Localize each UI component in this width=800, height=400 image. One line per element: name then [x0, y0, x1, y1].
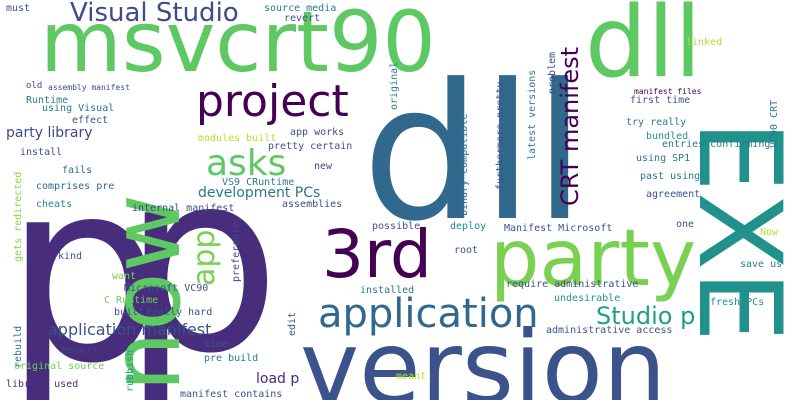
cloud-word: possible [372, 221, 421, 232]
cloud-word: cheats [36, 199, 73, 210]
cloud-word: C Runtime [104, 295, 159, 306]
cloud-word: rubbish [125, 349, 136, 392]
cloud-word: party [490, 214, 697, 304]
cloud-word: manifest contains [180, 389, 283, 400]
cloud-word: old [26, 81, 43, 91]
cloud-word: time [204, 339, 229, 350]
cloud-word: latest versions [527, 69, 538, 160]
cloud-word: app [187, 229, 222, 286]
cloud-word: furthermore pretty [495, 81, 506, 190]
cloud-word: kind [58, 251, 83, 262]
cloud-word: meant [396, 371, 427, 382]
cloud-word: app works [290, 127, 345, 138]
cloud-word: installed [360, 285, 415, 296]
cloud-word: asks [206, 143, 287, 184]
cloud-word: want [112, 271, 137, 282]
cloud-word: VC90 CRT [769, 99, 780, 148]
cloud-word: assembly manifest [48, 83, 130, 92]
cloud-word: project [196, 76, 349, 127]
cloud-word: load p [256, 371, 300, 387]
cloud-word: Runtime [26, 95, 69, 106]
cloud-word: Visual Studio [70, 0, 239, 28]
cloud-word: built [114, 307, 145, 318]
cloud-word: using Visual [42, 103, 115, 114]
cloud-word: undesirable [554, 293, 621, 304]
cloud-word: VS9 CRuntime [222, 177, 295, 188]
cloud-word: EXE [673, 120, 800, 343]
cloud-word: past using [640, 171, 701, 182]
cloud-word: Studio p [596, 302, 696, 330]
cloud-word: internal manifest [132, 203, 235, 214]
cloud-word: edit [287, 311, 298, 336]
cloud-word: Microsoft VC90 [124, 283, 209, 294]
cloud-word: new [314, 161, 333, 172]
cloud-word: application manifest [48, 320, 212, 339]
cloud-word: save us [740, 259, 783, 270]
cloud-word: linked [686, 37, 723, 48]
cloud-word: effect [72, 115, 109, 126]
cloud-word: CRT manifest [556, 46, 584, 206]
cloud-word: try really [626, 117, 687, 128]
cloud-word: application [318, 291, 539, 337]
cloud-word: modules built [198, 133, 277, 144]
cloud-word: comprises pre [36, 181, 115, 192]
cloud-word: fails [62, 165, 93, 176]
cloud-word: problem [547, 51, 558, 94]
cloud-word: assemblies [282, 199, 343, 210]
cloud-word: 3rd [322, 216, 432, 293]
cloud-word: agreement [646, 189, 701, 200]
cloud-word: library used [6, 379, 79, 390]
cloud-word: Now [760, 227, 779, 238]
cloud-word: p [122, 117, 281, 400]
cloud-word: version [300, 309, 667, 400]
cloud-word: really hard [146, 307, 213, 318]
cloud-word: deploy [450, 221, 487, 232]
cloud-word: using SP1 [636, 153, 691, 164]
cloud-word: Manifest Microsoft [504, 223, 613, 234]
cloud-word: administrative access [546, 325, 673, 336]
cloud-word: msvcrt90 [40, 0, 436, 91]
cloud-word: dll [362, 44, 586, 263]
cloud-word: msvcrt [62, 345, 99, 356]
cloud-word: dll [585, 0, 702, 100]
cloud-word: manifest files [634, 87, 702, 96]
cloud-word: p [4, 127, 163, 400]
cloud-word: require administrative [506, 279, 639, 290]
cloud-word: party library [6, 125, 93, 141]
cloud-word: revert [284, 13, 321, 24]
cloud-word: source media [264, 3, 337, 14]
cloud-word: original [389, 61, 400, 110]
cloud-word: fresh PCs [710, 297, 765, 308]
cloud-word: root [454, 245, 479, 256]
cloud-word: preferable [231, 221, 242, 282]
cloud-word: first time [630, 95, 691, 106]
cloud-word: must [6, 3, 31, 14]
cloud-word: install [20, 147, 63, 158]
cloud-word: pretty certain [268, 141, 353, 152]
cloud-word: original source [14, 361, 105, 372]
cloud-word: development PCs [198, 185, 321, 201]
cloud-word: gets redirected [13, 171, 24, 262]
cloud-word: pre build [204, 353, 259, 364]
cloud-word: binary compatible [459, 113, 470, 216]
cloud-word: bundled [646, 131, 689, 142]
cloud-word: entries confirming [662, 139, 771, 150]
cloud-word: one [676, 219, 695, 230]
